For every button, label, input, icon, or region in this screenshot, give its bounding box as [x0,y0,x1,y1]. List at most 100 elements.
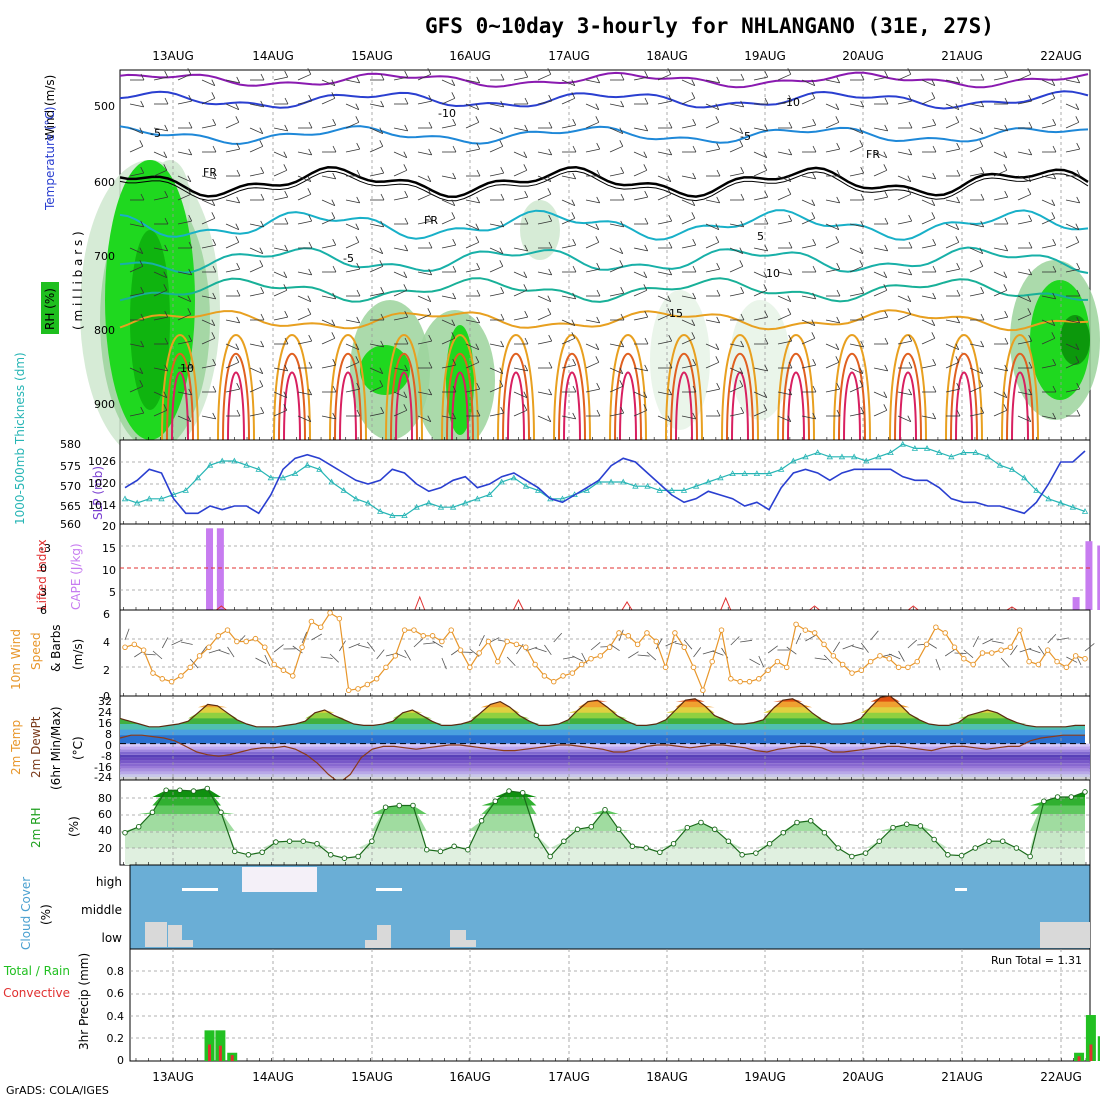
wind-barb [849,172,864,177]
wind-barb [921,244,936,249]
wind-barb-flag [523,271,528,278]
wind-barb [345,103,359,111]
wind-barb-flag [259,127,264,134]
wind-barb-flag [524,310,529,318]
wind10-barb [628,651,639,659]
wind-barb-flag [164,97,169,105]
wind-barb [633,391,647,399]
wind-barb-flag [427,308,432,315]
wind-barb [873,316,888,321]
wind-barb-flag [691,212,696,219]
wind10-barb [795,632,802,645]
wind-barb-flag [859,367,864,374]
wind10-speed-line-marker [1044,647,1051,653]
wind-barb [441,124,456,129]
wind-barb [657,340,672,345]
wind-barb-flag [260,220,265,228]
wind10-speed-line-marker [700,687,706,694]
rh2m-line-marker [519,790,526,796]
wind-barb-flag [643,271,648,278]
wind-barb [801,295,816,300]
wind-barb [177,193,191,201]
date-label-bottom: 16AUG [449,1070,491,1084]
wind-barb-flag [236,409,241,417]
chart-title: GFS 0~10day 3-hourly for NHLANGANO (31E,… [425,14,994,38]
wind-barb [345,319,360,324]
wind-barb [417,415,431,423]
wind-barb-flag [956,142,961,150]
wind10-barb [814,657,827,661]
wind-barb-flag [500,166,505,174]
rh2m-line-marker [945,852,951,858]
wind-barb [297,295,311,303]
wind-barb-flag [692,358,697,366]
wind-barb [321,319,335,327]
thickness-line-marker [1069,503,1077,510]
wind-barb [777,151,792,156]
rh2m-line-marker [245,852,252,858]
wind-barb-flag [908,214,913,222]
thickness-line-marker [802,453,809,460]
date-label-top: 19AUG [744,49,786,63]
wind-barb-flag [740,193,745,201]
wind-barb [345,343,359,351]
wind-barb-flag [979,127,984,134]
thickness-line-marker [437,503,445,510]
wind-barb [1041,175,1056,180]
wind-barb-flag [740,220,745,228]
lifted-index-line [720,596,732,611]
wind-barb-flag [572,118,577,126]
wind-barb-flag [860,193,865,201]
wind-barb-flag [595,236,600,243]
wind10-barb [348,643,360,649]
wind-barb-flag [523,404,528,411]
wind-barb [225,268,240,273]
wind-barb [633,271,647,279]
wind-barb-flag [355,343,360,350]
wind10-speed-line-marker [476,650,482,656]
wind-barb-flag [932,172,937,180]
temperature-contour [665,334,703,441]
rh-shading [520,200,560,260]
wind-barb [657,271,672,276]
wind-barb-flag [980,73,985,81]
precip-ytick: 0.6 [107,987,125,1000]
wind-barb-flag [1003,151,1008,158]
wind-barb [657,193,671,201]
rh2m-line-marker [890,824,896,831]
wind-barb-flag [811,332,816,339]
thickness-line-marker [1057,499,1064,506]
wind-barb-flag [548,121,553,129]
wind-barb [489,247,503,255]
wind-barb [849,127,863,135]
thickness-line-marker [887,449,894,455]
wind-barb-flag [836,196,841,204]
thickness-ytick: 570 [60,480,81,493]
wind-barb [441,337,455,345]
wind-barb [561,199,575,207]
wind-barb-flag [692,172,697,180]
wind-barb-flag [260,313,265,321]
wind-barb [273,289,287,297]
wind10-barb [851,645,864,650]
wind-barb-flag [835,356,840,363]
wind-barb-flag [668,268,673,276]
wind-barb [849,223,864,228]
wind-barb [585,388,600,393]
rh2m-line-marker [574,826,581,833]
precip-ytick: 0.4 [107,1010,125,1023]
thickness-line-marker [474,495,481,502]
wind-barb [825,223,839,231]
temp-band [120,763,1090,766]
temperature-contour [161,334,199,441]
footer-credit: GrADS: COLA/IGES [6,1084,109,1097]
wind-barb-flag [380,313,385,321]
wind-barb [489,127,503,135]
thickness-line-marker [1021,474,1028,481]
wind-barb-flag [788,388,793,396]
wind-barb [729,343,744,348]
wind-barb-flag [668,334,673,342]
cloud-unit: (%) [39,904,53,925]
wind-barb-flag [571,92,576,99]
wind-barb-flag [668,361,673,369]
